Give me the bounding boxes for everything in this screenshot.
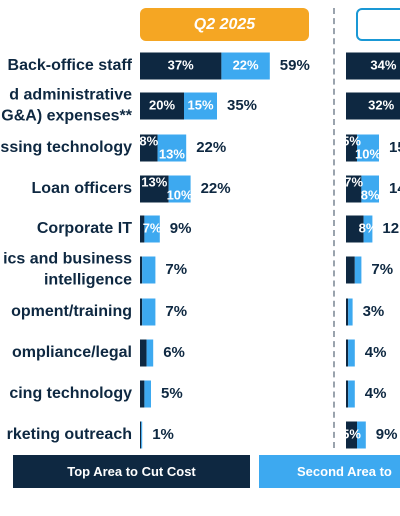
bar-top-label: 13% <box>141 174 167 189</box>
bar-top <box>140 134 158 162</box>
bar-top-label: 34% <box>370 57 396 72</box>
bar-second <box>357 421 366 449</box>
bar-total-label: 7% <box>371 261 393 278</box>
bar-top <box>140 215 145 243</box>
bar-total-label: 3% <box>363 303 385 320</box>
bar-total-label: 12 <box>382 220 399 237</box>
bar-second-label: 8% <box>361 187 380 202</box>
bar-second-label: 10% <box>355 146 381 161</box>
bar-total-label: 9% <box>170 220 192 237</box>
bar-top <box>346 52 400 80</box>
legend-second-label: Second Area to <box>297 464 392 479</box>
bar-top <box>346 421 357 449</box>
legend-top-label: Top Area to Cut Cost <box>67 464 196 479</box>
bar-top <box>346 92 400 120</box>
bar-total-label: 7% <box>165 261 187 278</box>
category-label: cing technology <box>9 385 132 402</box>
bar-second <box>363 215 373 243</box>
bar-total-label: 35% <box>227 97 257 114</box>
bar-total-label: 22% <box>196 139 226 156</box>
bar-second <box>146 339 154 367</box>
panel-divider <box>333 8 335 448</box>
bar-top <box>140 92 184 120</box>
bar-top <box>140 175 169 203</box>
bar-second <box>142 256 156 284</box>
bar-second <box>357 134 379 162</box>
bar-second <box>141 421 143 449</box>
bar-top-label: 37% <box>168 57 194 72</box>
period-badge-q2-2025: Q2 2025 <box>140 8 309 41</box>
bar-second <box>221 52 270 80</box>
bar-second <box>184 92 217 120</box>
period-badge-second <box>356 8 400 41</box>
category-label: ics and business <box>3 251 132 268</box>
bar-top <box>346 298 349 326</box>
category-label: G&A) expenses** <box>1 108 132 125</box>
bar-second <box>348 380 355 408</box>
bar-top <box>140 380 145 408</box>
bar-total-label: 5% <box>161 385 183 402</box>
bar-second-label: 7% <box>143 220 162 235</box>
category-label: intelligence <box>44 272 132 289</box>
category-label: rketing outreach <box>7 426 132 443</box>
bar-top <box>140 298 143 326</box>
bar-total-label: 1% <box>152 426 174 443</box>
bar-total-label: 7% <box>165 303 187 320</box>
bar-total-label: 6% <box>163 344 185 361</box>
bar-second <box>157 134 187 162</box>
bar-total-label: 4% <box>365 385 387 402</box>
bar-total-label: 59% <box>280 57 310 74</box>
bar-total-label: 9% <box>376 426 398 443</box>
bar-second <box>168 175 191 203</box>
bar-top <box>346 256 355 284</box>
legend-second-area: Second Area to <box>259 455 400 488</box>
bar-second <box>144 215 160 243</box>
category-label: ompliance/legal <box>12 344 132 361</box>
bar-second <box>142 298 156 326</box>
bar-top <box>140 256 143 284</box>
bar-second-label: 22% <box>233 57 259 72</box>
bar-second <box>361 175 379 203</box>
bar-second-label: 10% <box>167 187 193 202</box>
bar-top-label: 32% <box>368 97 394 112</box>
bar-total-label: 15 <box>389 139 400 156</box>
category-label: d administrative <box>9 87 132 104</box>
bar-top-label: 8% <box>139 133 158 148</box>
bar-top <box>346 134 357 162</box>
period-label: Q2 2025 <box>193 15 256 33</box>
bar-top-label: 20% <box>149 97 175 112</box>
bar-top <box>346 175 362 203</box>
category-label: Corporate IT <box>37 220 132 237</box>
category-label: Loan officers <box>32 180 133 197</box>
bar-top <box>140 339 147 367</box>
bar-second-label: 8% <box>359 220 378 235</box>
bar-total-label: 4% <box>365 344 387 361</box>
bar-top <box>140 52 222 80</box>
category-label: Back-office staff <box>8 57 133 74</box>
bar-second <box>144 380 151 408</box>
bar-total-label: 22% <box>201 180 231 197</box>
bar-top-label: 7% <box>344 174 363 189</box>
bar-second <box>348 339 355 367</box>
bar-top-label: 5% <box>342 426 361 441</box>
bar-top-label: 5% <box>342 133 361 148</box>
bar-top <box>346 215 364 243</box>
bar-second <box>354 256 362 284</box>
bar-top <box>346 339 349 367</box>
legend-top-area: Top Area to Cut Cost <box>13 455 250 488</box>
bar-top <box>140 421 142 449</box>
bar-top <box>346 380 349 408</box>
bar-second-label: 15% <box>187 97 213 112</box>
category-label: ssing technology <box>0 139 132 156</box>
bar-total-label: 14 <box>389 180 400 197</box>
bar-second <box>348 298 353 326</box>
category-label: opment/training <box>11 303 132 320</box>
bar-second-label: 13% <box>159 146 185 161</box>
